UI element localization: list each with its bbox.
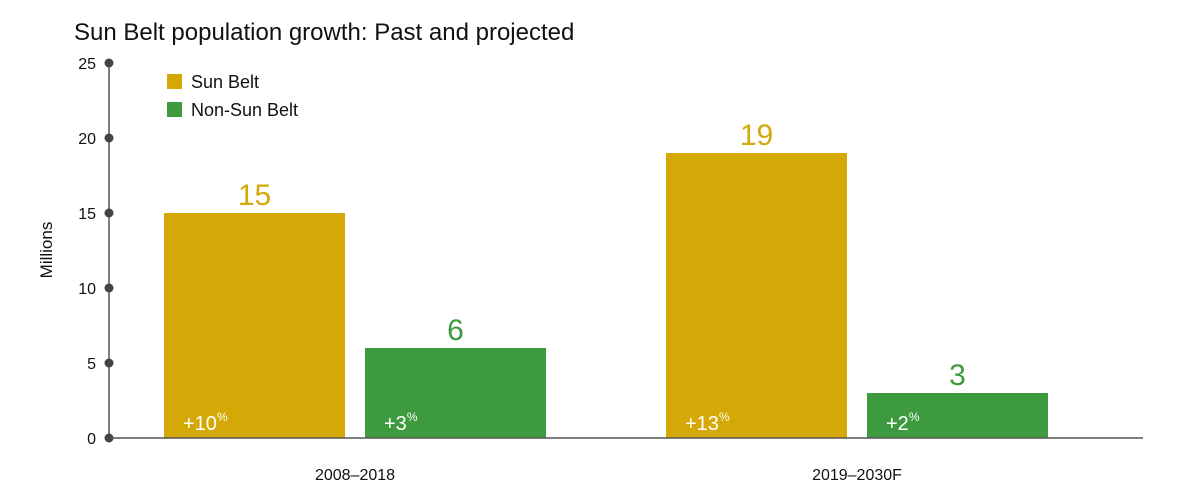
bars: 15 +10% 6 +3% 19 +13% 3 +2%: [164, 119, 1048, 438]
legend-swatch: [167, 74, 182, 89]
growth-value: +2: [886, 413, 909, 435]
legend-swatch: [167, 102, 182, 117]
growth-label: +13%: [685, 410, 730, 435]
growth-value: +13: [685, 413, 719, 435]
y-tick-label: 0: [87, 431, 96, 448]
legend-label: Non-Sun Belt: [191, 100, 298, 120]
growth-unit: %: [719, 410, 730, 424]
y-tick-dot: [104, 133, 114, 143]
x-category-label: 2019–2030F: [812, 467, 902, 484]
y-tick-dot: [104, 358, 114, 368]
y-axis-label: Millions: [37, 222, 56, 279]
growth-unit: %: [217, 410, 228, 424]
y-tick-dot: [104, 58, 114, 68]
y-tick-label: 15: [78, 206, 96, 223]
bar-value-label: 19: [740, 119, 773, 152]
legend: Sun Belt Non-Sun Belt: [167, 72, 298, 120]
bar-value-label: 3: [949, 359, 966, 392]
y-tick-dot: [104, 283, 114, 293]
bar: [666, 153, 847, 438]
legend-label: Sun Belt: [191, 72, 259, 92]
growth-label: +2%: [886, 410, 920, 435]
y-axis: 0 5 10 15 20 25: [78, 56, 114, 448]
bar: [365, 348, 546, 438]
x-axis: 2008–2018 2019–2030F: [109, 437, 1143, 484]
bar-value-label: 15: [238, 179, 271, 212]
bar: [867, 393, 1048, 438]
growth-unit: %: [909, 410, 920, 424]
x-category-label: 2008–2018: [315, 467, 395, 484]
growth-label: +3%: [384, 410, 418, 435]
growth-unit: %: [407, 410, 418, 424]
bar: [164, 213, 345, 438]
chart-title: Sun Belt population growth: Past and pro…: [74, 19, 574, 46]
growth-value: +3: [384, 413, 407, 435]
y-tick-label: 25: [78, 56, 96, 73]
growth-value: +10: [183, 413, 217, 435]
y-tick-label: 10: [78, 281, 96, 298]
y-tick-dot: [104, 208, 114, 218]
bar-value-label: 6: [447, 314, 464, 347]
y-tick-label: 5: [87, 356, 96, 373]
y-tick-label: 20: [78, 131, 96, 148]
growth-label: +10%: [183, 410, 228, 435]
